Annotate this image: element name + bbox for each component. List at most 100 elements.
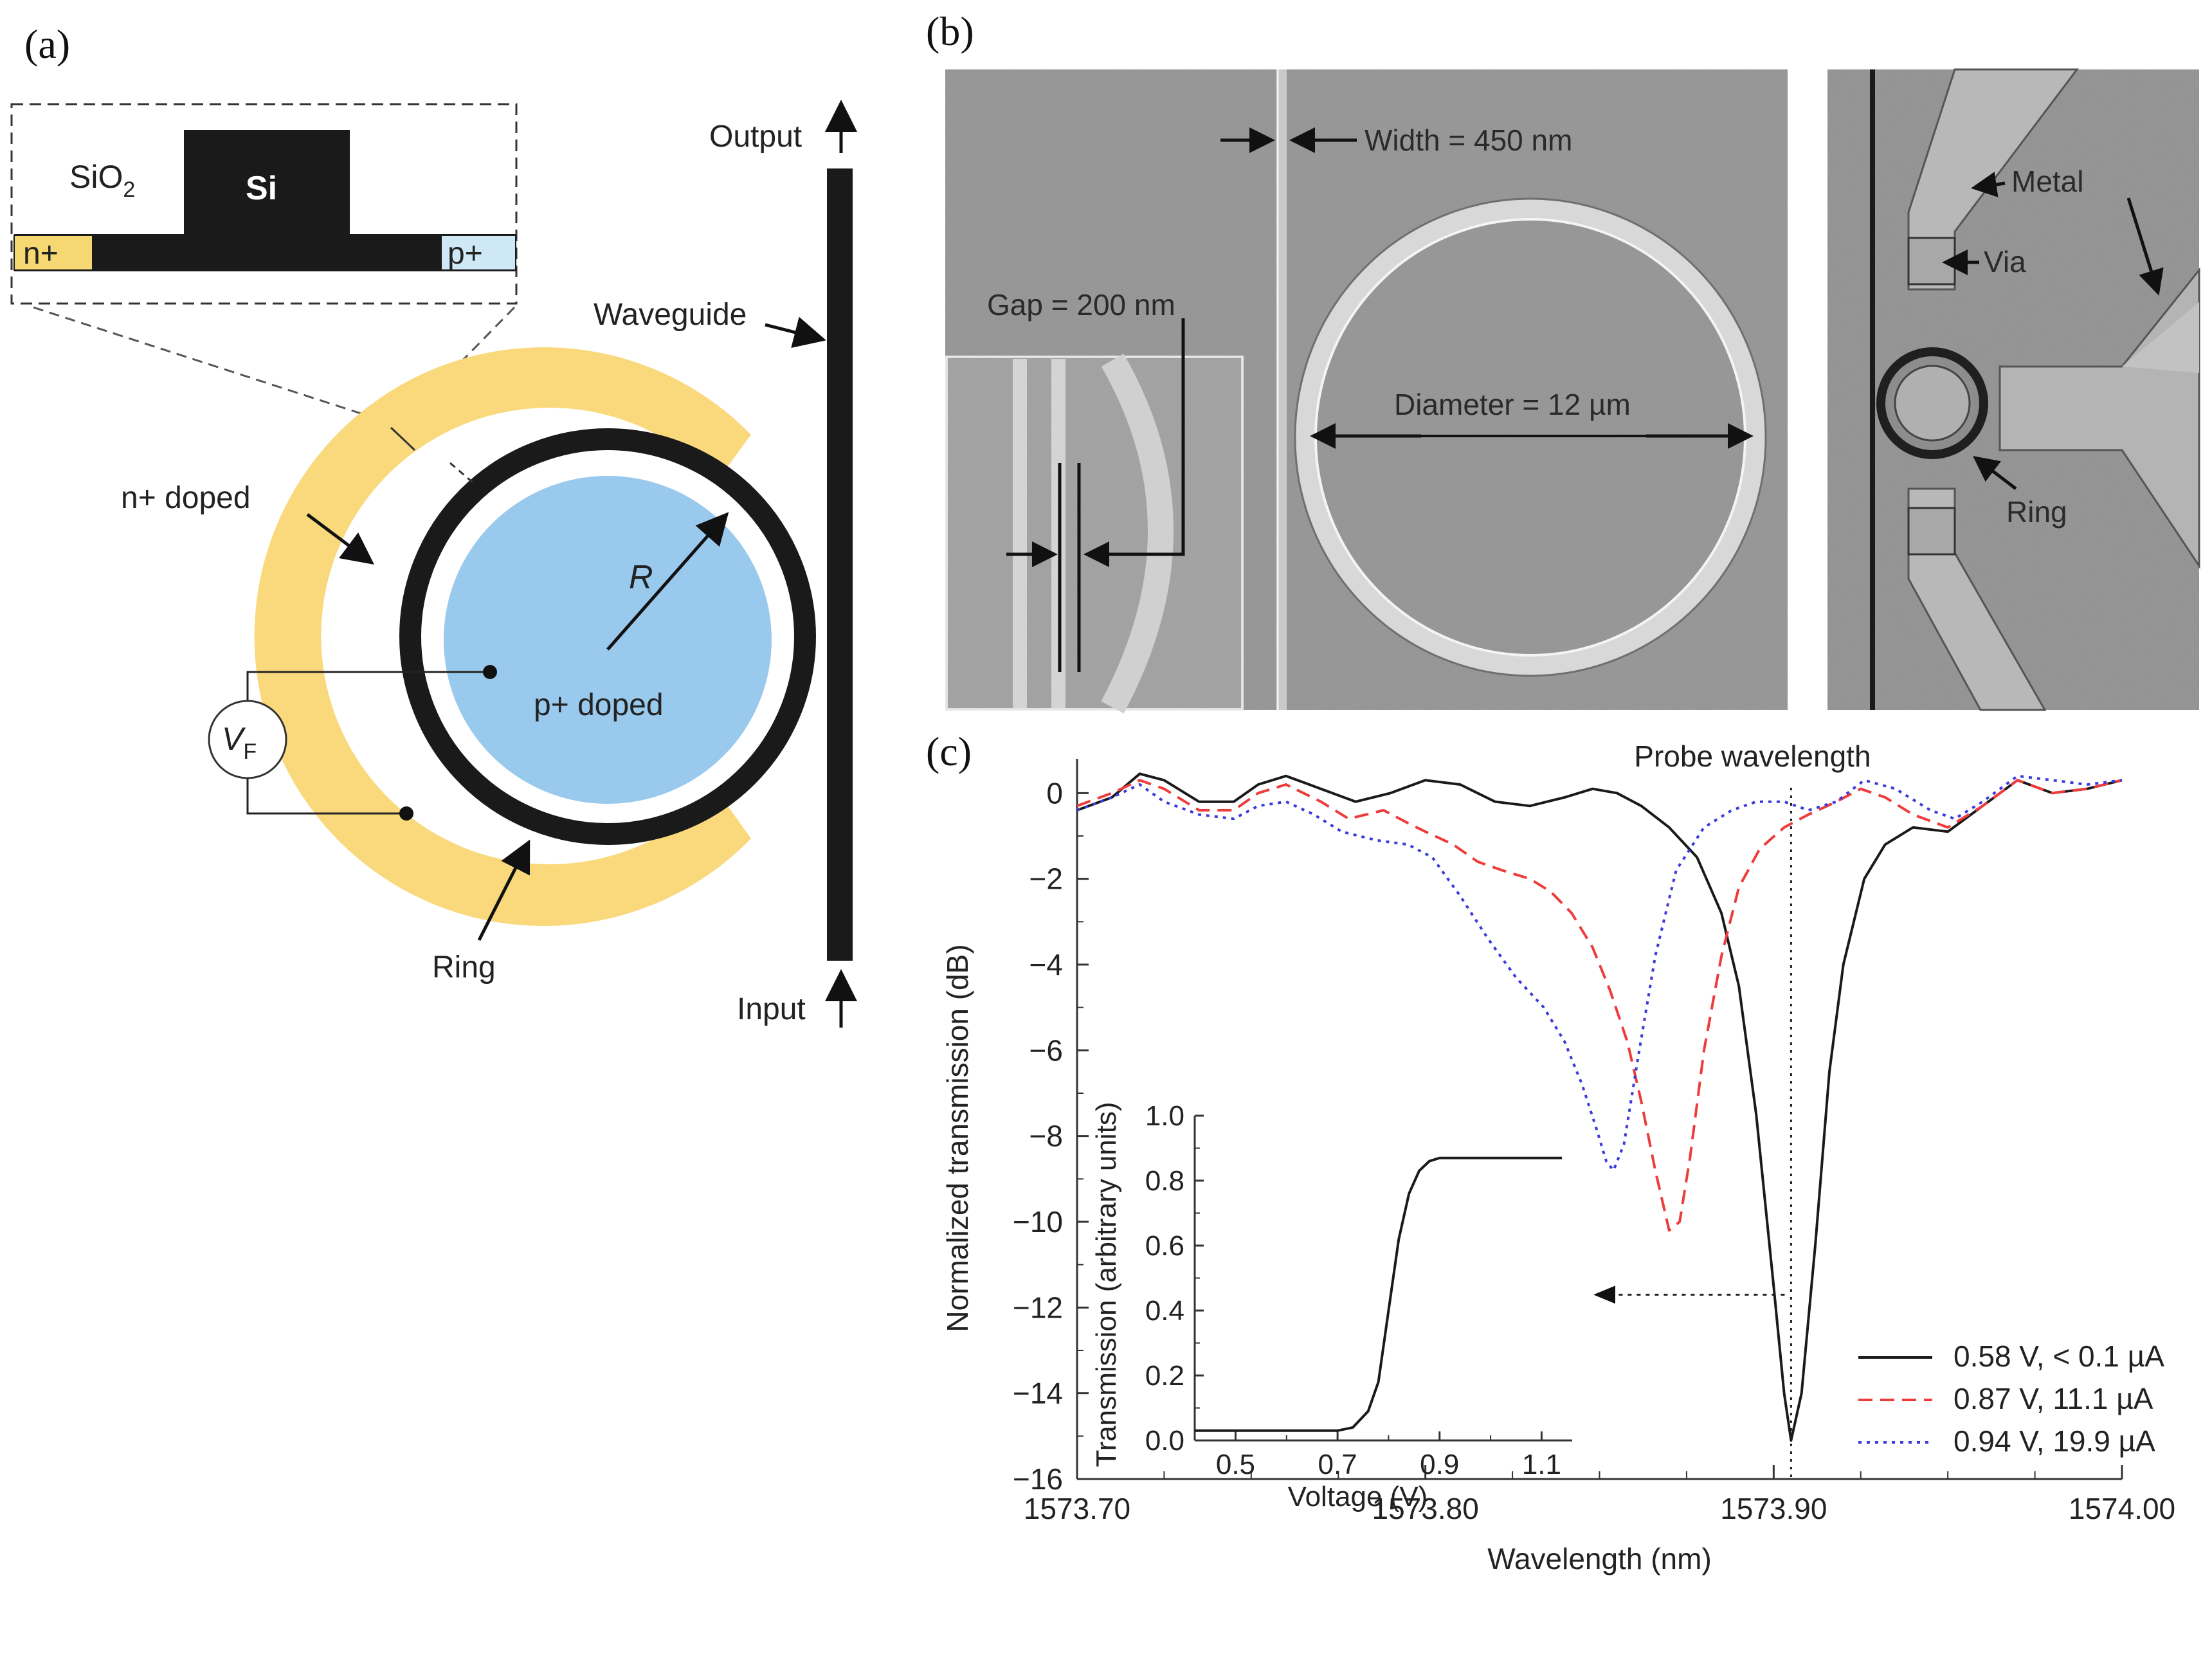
metal-trace-highlight (2122, 302, 2199, 373)
metal-arrow-left (1971, 172, 2006, 197)
sio2-text: SiO2 (69, 159, 135, 202)
rib-silicon (184, 130, 350, 237)
optical-waveguide (1870, 69, 1875, 710)
zoom-line-left (33, 306, 399, 427)
radius-arrow (606, 512, 729, 651)
section-tick (390, 426, 416, 451)
inset-y-tick-label: 0.8 (1145, 1165, 1184, 1197)
gap-inset-ring (1101, 354, 1174, 714)
series-line-2 (1076, 779, 2123, 1232)
y-tick-label: −14 (1013, 1377, 1063, 1410)
inset-y-tick-label: 0.2 (1145, 1360, 1184, 1392)
slab-silicon (14, 234, 516, 271)
radius-label: R (629, 559, 653, 596)
series-line-1 (1076, 772, 2123, 1442)
sem-image: Width = 450 nm Diameter = 12 µm Gap = 20… (945, 69, 1788, 714)
inset-y-axis-label: Transmission (arbitrary units) (1091, 1102, 1122, 1467)
p-plus-text: p+ (448, 237, 483, 271)
voltage-source-circle (208, 700, 287, 779)
via-label: Via (1984, 245, 2026, 278)
sem-waveguide (1276, 69, 1287, 710)
section-tick-dash (449, 462, 473, 484)
p-contact-dot (483, 665, 497, 679)
output-label: Output (709, 120, 802, 154)
y-tick-label: −16 (1013, 1462, 1063, 1496)
n-plus-contact (14, 235, 93, 271)
panel-c-label: (c) (926, 729, 972, 774)
ring-label-b: Ring (2006, 495, 2067, 529)
ring-label-a: Ring (432, 950, 496, 985)
ring-waveguide (399, 428, 816, 845)
bus-waveguide (827, 168, 853, 961)
y-tick-label: −10 (1013, 1205, 1063, 1239)
legend: 0.58 V, < 0.1 µA 0.87 V, 11.1 µA 0.94 V, 1… (1858, 1339, 2164, 1458)
probe-to-inset-arrowhead (1593, 1285, 1615, 1304)
cross-section-frame (10, 103, 518, 305)
inset-background (1188, 1106, 1574, 1434)
metal-arrow-right (2126, 197, 2164, 296)
y-tick-label: −2 (1029, 862, 1063, 896)
cross-section-inset: n+ p+ Si SiO2 (10, 103, 518, 427)
inset-y-tick-label: 0.0 (1145, 1425, 1184, 1457)
metal-label: Metal (2011, 165, 2083, 198)
n-doped-label: n+ doped (121, 481, 251, 515)
main-series-group (1076, 772, 2123, 1442)
x-tick-label: 1573.80 (1372, 1492, 1479, 1525)
ring-arrow-a (477, 839, 530, 941)
inset-y-tick-label: 0.6 (1145, 1230, 1184, 1262)
inset-x-tick-label: 0.9 (1420, 1449, 1459, 1480)
optical-micrograph: Metal Via Ring (1827, 68, 2200, 711)
p-doped-label: p+ doped (534, 688, 664, 722)
panel-b: (b) Width = 450 nm Diameter = 12 µm (926, 8, 2200, 714)
inset-x-tick-label: 1.1 (1522, 1449, 1561, 1480)
gap-label: Gap = 200 nm (987, 288, 1175, 322)
x-tick-label: 1573.90 (1720, 1492, 1827, 1525)
p-doped-region (444, 476, 772, 804)
y-tick-label: −6 (1029, 1033, 1063, 1067)
sem-ring (1294, 198, 1766, 676)
n-contact-dot (399, 806, 413, 821)
n-plus-text: n+ (23, 237, 59, 271)
inset-x-tick-label: 0.7 (1318, 1449, 1357, 1480)
input-label: Input (737, 992, 806, 1026)
waveguide-arrow (765, 316, 826, 349)
y-tick-label: −12 (1013, 1291, 1063, 1324)
wire-bottom (246, 778, 406, 815)
inset-chart: 0.0 0.2 0.4 0.6 0.8 1.0 0.5 0.7 0.9 1.1 Voltage (… (1091, 1100, 1574, 1512)
legend-label-3: 0.94 V, 19.9 µA (1954, 1424, 2155, 1458)
y-tick-label: 0 (1046, 776, 1063, 810)
panel-a-label: (a) (24, 21, 70, 67)
gap-inset (945, 318, 1244, 714)
panel-b-label: (b) (926, 8, 974, 54)
inset-x-tick-label: 0.5 (1216, 1449, 1255, 1480)
x-axis-label: Wavelength (nm) (1487, 1542, 1712, 1575)
inset-x-axis-label: Voltage (V) (1288, 1481, 1428, 1512)
y-tick-label: −4 (1029, 948, 1063, 981)
diameter-label: Diameter = 12 µm (1394, 388, 1631, 421)
gap-inset-waveguide-a (1013, 359, 1027, 708)
x-tick-label: 1574.00 (2069, 1492, 2175, 1525)
inset-series-group (1195, 1156, 1563, 1432)
inset-y-tick-label: 0.4 (1145, 1295, 1184, 1327)
wire-top (246, 671, 490, 701)
n-doped-arrow (306, 513, 374, 565)
inset-axes: 0.0 0.2 0.4 0.6 0.8 1.0 0.5 0.7 0.9 1.1 (1145, 1100, 1572, 1480)
voltage-source: VF (208, 665, 497, 821)
series-line-3 (1076, 774, 2123, 1172)
probe-wavelength-label: Probe wavelength (1634, 740, 1871, 773)
p-plus-contact (440, 235, 516, 271)
ring-arrow-b (1973, 455, 2017, 490)
x-tick-label: 1573.70 (1024, 1492, 1130, 1525)
sem-ring-outer-edge (1294, 197, 1767, 677)
gap-inset-noise (947, 357, 1242, 709)
y-tick-label: −8 (1029, 1120, 1063, 1153)
panel-a: (a) n+ p+ Si SiO2 R p+ doped n+ do (10, 21, 857, 1028)
y-axis-label: Normalized transmission (dB) (941, 944, 974, 1332)
legend-label-1: 0.58 V, < 0.1 µA (1954, 1339, 2164, 1373)
inset-series-line (1195, 1156, 1563, 1432)
n-doped-region (254, 347, 751, 926)
